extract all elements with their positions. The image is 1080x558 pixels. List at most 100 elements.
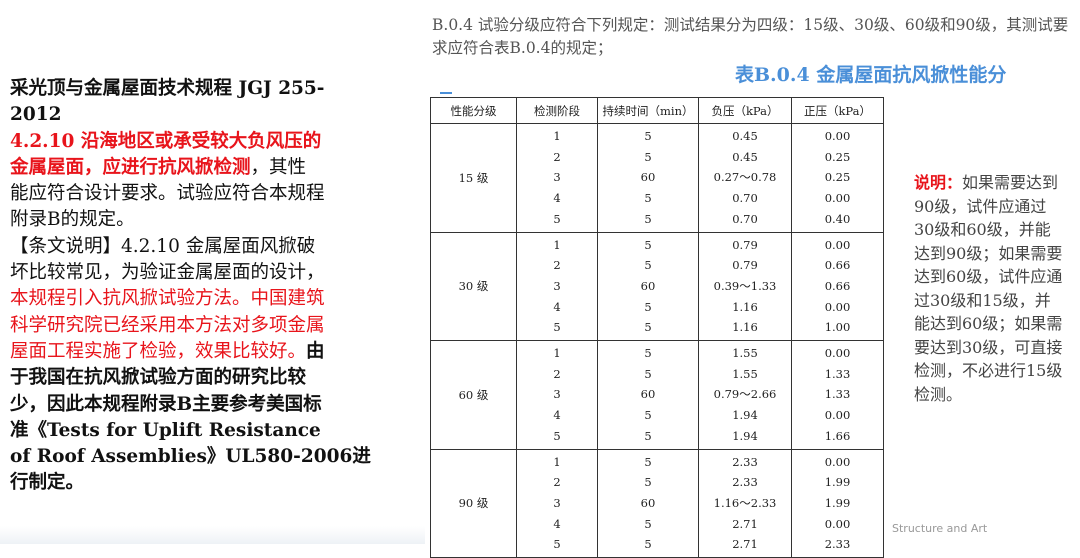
cell-value: 2 (553, 258, 561, 273)
text-line: 准《Tests for Uplift Resistance (10, 418, 410, 444)
cell-value: 3 (553, 495, 561, 510)
cell-value: 0.25 (824, 149, 851, 164)
cell-value: 1 (553, 454, 561, 469)
text-line: 金属屋面，应进行抗风掀检测，其性 (10, 155, 410, 181)
cell-value: 1 (553, 129, 561, 143)
table-caption: 表B.0.4 金属屋面抗风掀性能分 (735, 64, 1007, 86)
cell-value: 0.00 (824, 408, 851, 423)
cell-value: 1.55 (732, 366, 758, 381)
negative-pressure-cell: 1.55 1.55 0.79～2.66 1.94 1.94 (698, 340, 792, 450)
grade-cell: 15 级 (430, 123, 517, 233)
cell-value: 5 (644, 516, 652, 531)
cell-value: 1.94 (732, 428, 758, 443)
highlighted-text: 科学研究院已经采用本方法对多项金属 (10, 314, 325, 336)
cell-value: 1.94 (732, 408, 758, 423)
intro-paragraph: B.0.4 试验分级应符合下列规定：测试结果分为四级：15级、30级、60级和9… (432, 16, 1069, 57)
cell-value: 5 (644, 346, 652, 361)
text-line: 行制定。 (10, 470, 410, 496)
body-text: 由 (306, 340, 325, 362)
text-line: 采光顶与金属屋面技术规程 JGJ 255- (10, 76, 410, 102)
duration-cell: 5 5 60 5 5 (597, 340, 699, 450)
cell-value: 0.00 (824, 299, 851, 314)
cell-value: 0.45 (732, 149, 758, 164)
body-text: 坏比较常见，为验证金属屋面的设计， (10, 262, 325, 284)
header-negative-pressure: 负压（kPa） (698, 97, 792, 124)
highlighted-text: 本规程引入抗风掀试验方法。中国建筑 (10, 288, 325, 310)
cell-value: 2 (553, 475, 561, 490)
text-line: 能应符合设计要求。试验应符合本规程 (10, 181, 410, 207)
negative-pressure-cell: 2.33 2.33 1.16～2.33 2.71 2.71 (698, 448, 792, 558)
cell-value: 0.25 (824, 170, 851, 185)
body-text: 2012 (10, 104, 62, 126)
cell-value: 60 (640, 387, 656, 402)
table-row: 30 级 1 2 3 4 5 5 5 60 5 5 0.79 0.79 0.39～1.33 1.16 1.16… (430, 231, 884, 342)
cell-value: 5 (644, 408, 652, 423)
negative-pressure-cell: 0.45 0.45 0.27～0.78 0.70 0.70 (698, 123, 792, 233)
cell-value: 1.99 (824, 495, 851, 510)
body-text: 准《Tests for Uplift Resistance (10, 419, 321, 441)
cell-value: 2.71 (732, 537, 758, 552)
text-line: 2012 (10, 102, 410, 128)
cell-value: 0.70 (732, 191, 758, 206)
cell-value: 4 (553, 191, 561, 206)
positive-pressure-cell: 0.00 1.99 1.99 0.00 2.33 (791, 448, 884, 558)
cell-value: 4 (553, 516, 561, 531)
body-text: 于我国在抗风掀试验方面的研究比较 (10, 367, 307, 389)
cell-value: 0.00 (824, 454, 851, 469)
cell-value: 5 (644, 366, 652, 381)
cell-value: 1.33 (824, 387, 851, 402)
text-line: 4.2.10 沿海地区或承受较大负风压的 (10, 129, 410, 155)
cell-value: 60 (640, 278, 656, 293)
cell-value: 5 (644, 299, 652, 314)
cell-value: 0.79 (732, 237, 758, 252)
cell-value: 0.70 (732, 211, 758, 226)
cell-value: 5 (644, 211, 652, 226)
highlighted-text: 金属屋面，应进行抗风掀检测 (10, 156, 251, 178)
positive-pressure-cell: 0.00 1.33 1.33 0.00 1.66 (791, 340, 884, 450)
text-line: 【条文说明】4.2.10 金属屋面风掀破 (10, 234, 410, 260)
duration-cell: 5 5 60 5 5 (597, 448, 699, 558)
cell-value: 4 (553, 299, 561, 314)
negative-pressure-cell: 0.79 0.79 0.39～1.33 1.16 1.16 (698, 231, 792, 342)
text-line: 于我国在抗风掀试验方面的研究比较 (10, 365, 410, 391)
cell-value: 1.33 (824, 366, 851, 381)
stage-cell: 1 2 3 4 5 (516, 340, 598, 450)
cell-value: 1.00 (824, 320, 851, 335)
text-line: of Roof Assemblies》UL580-2006进 (10, 444, 410, 470)
body-text: 采光顶与金属屋面技术规程 JGJ 255- (10, 78, 325, 99)
stage-cell: 1 2 3 4 5 (516, 123, 598, 233)
cell-value: 0.79 (732, 258, 758, 273)
cell-value: 5 (644, 191, 652, 206)
header-stage: 检测阶段 (516, 97, 598, 124)
body-text: 能应符合设计要求。试验应符合本规程 (10, 183, 325, 205)
cell-value: 5 (553, 428, 561, 443)
positive-pressure-cell: 0.00 0.25 0.25 0.00 0.40 (791, 123, 884, 233)
note-box: 说明：如果需要达到90级，试件应通过30级和60级，并能达到90级；如果需要达到… (914, 171, 1066, 406)
cell-value: 5 (553, 537, 561, 552)
cell-value: 0.66 (824, 258, 851, 273)
cell-value: 0.27～0.78 (713, 170, 777, 185)
grade-cell: 60 级 (430, 340, 517, 450)
table-row: 90 级 1 2 3 4 5 5 5 60 5 5 2.33 2.33 1.16～2.33 2.71 2.71… (430, 448, 884, 558)
cell-value: 5 (644, 320, 652, 335)
header-duration: 持续时间（min） (597, 97, 699, 124)
note-label: 说明： (914, 173, 963, 192)
cell-value: 0.00 (824, 346, 851, 361)
cell-value: 0.45 (732, 129, 758, 143)
highlighted-text: 屋面工程实施了检验，效果比较好。 (10, 340, 307, 362)
cell-value: 1.66 (824, 428, 851, 443)
cell-value: 2.33 (732, 475, 758, 490)
table-header-row: 性能分级 检测阶段 持续时间（min） 负压（kPa） 正压（kPa） (430, 97, 884, 124)
body-text: 少，因此本规程附录B主要参考美国标 (10, 393, 322, 415)
grade-cell: 90 级 (430, 448, 517, 558)
cell-value: 3 (553, 170, 561, 185)
body-text: 【条文说明】4.2.10 金属屋面风掀破 (10, 235, 316, 257)
duration-cell: 5 5 60 5 5 (597, 123, 699, 233)
decorative-mark (440, 92, 452, 94)
cell-value: 1.99 (824, 475, 851, 490)
text-line: 附录B的规定。 (10, 207, 410, 233)
cell-value: 2 (553, 149, 561, 164)
cell-value: 1.16 (732, 320, 758, 335)
note-text: 如果需要达到90级，试件应通过30级和60级，并能达到90级；如果需要达到60级… (914, 173, 1063, 404)
cell-value: 5 (644, 258, 652, 273)
